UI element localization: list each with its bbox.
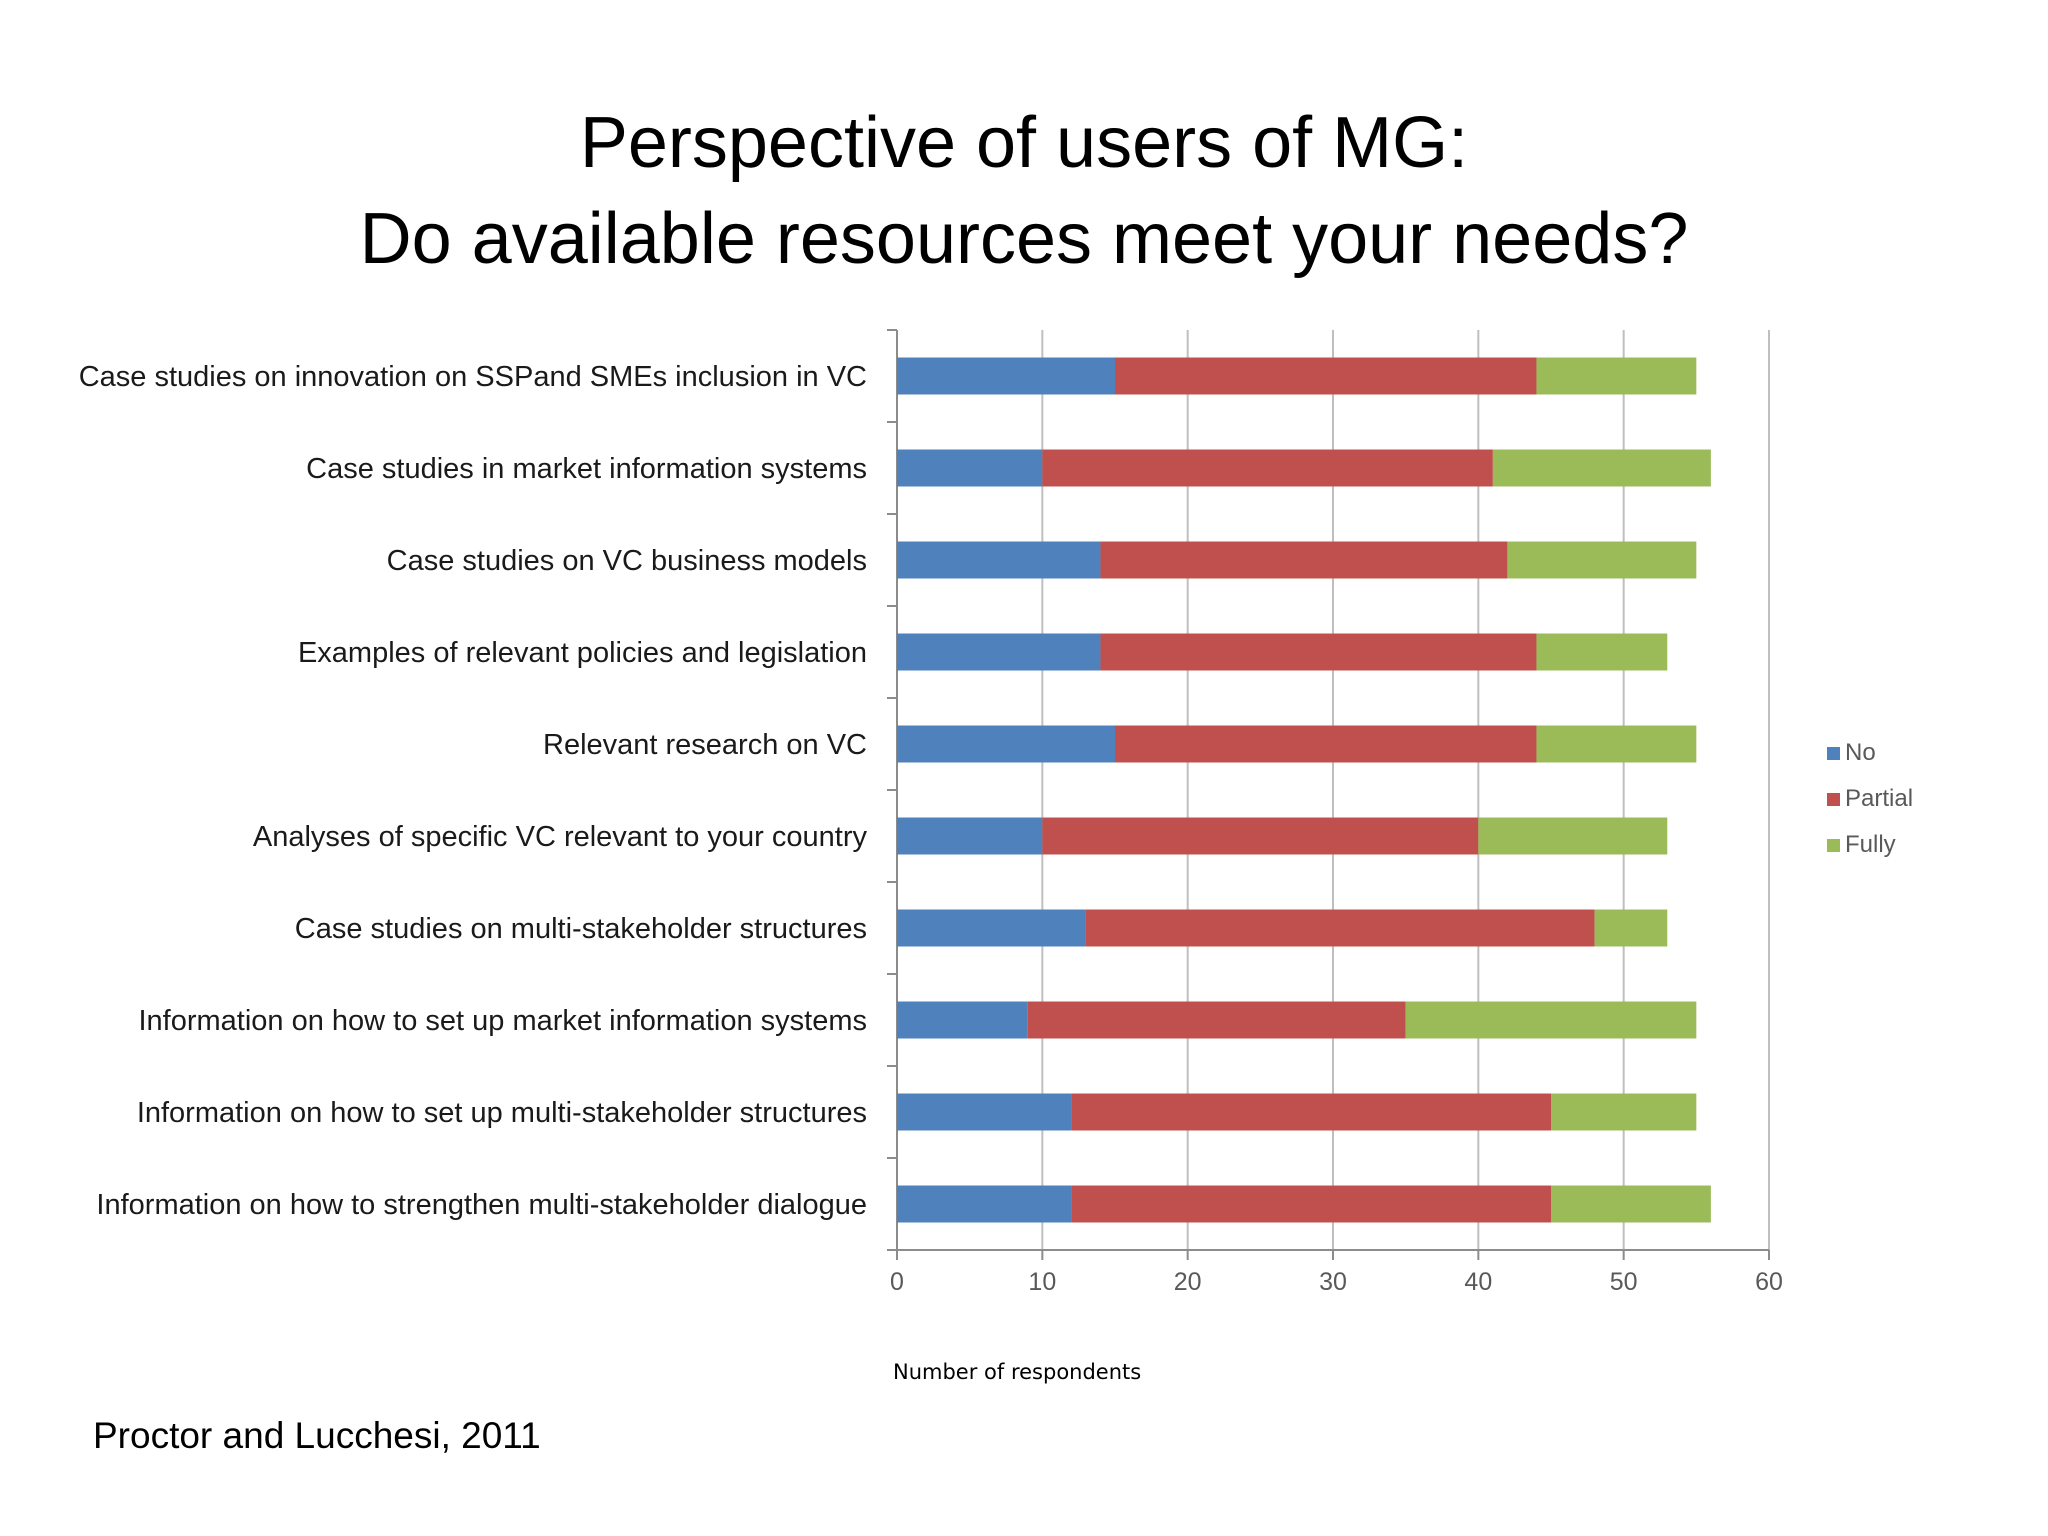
- bar-segment-fully: [1551, 1093, 1697, 1131]
- bar-segment-fully: [1594, 909, 1668, 947]
- x-tick-label: 20: [1174, 1268, 1202, 1296]
- slide-title-line-1: Perspective of users of MG:: [579, 103, 1469, 183]
- bar-segment-partial: [1071, 1093, 1551, 1131]
- bar-segment-partial: [1071, 1185, 1551, 1223]
- x-tick-label: 0: [890, 1268, 904, 1296]
- category-label: Analyses of specific VC relevant to your…: [253, 821, 868, 853]
- bar-segment-partial: [1085, 909, 1595, 947]
- bar-segment-partial: [1115, 357, 1537, 395]
- bar-segment-fully: [1492, 449, 1711, 487]
- legend-swatch-no: [1827, 747, 1840, 760]
- x-tick-label: 10: [1028, 1268, 1056, 1296]
- bar-segment-fully: [1536, 633, 1668, 671]
- bar-segment-partial: [1042, 449, 1493, 487]
- legend-swatch-fully: [1827, 839, 1840, 852]
- bar-segment-partial: [1100, 633, 1537, 671]
- bar-segment-no: [897, 449, 1043, 487]
- bar-segment-fully: [1478, 817, 1668, 855]
- bar-segment-no: [897, 1001, 1028, 1039]
- x-tick-label: 30: [1319, 1268, 1347, 1296]
- bar-segment-fully: [1536, 725, 1697, 763]
- stacked-bar-chart: 0 10 20 30 40 50 60 Case studies on innovation …: [79, 329, 1913, 1296]
- category-label: Case studies on multi-stakeholder struct…: [295, 913, 867, 945]
- bar-segment-partial: [1115, 725, 1537, 763]
- source-citation: Proctor and Lucchesi, 2011: [93, 1415, 541, 1456]
- bar-segment-fully: [1551, 1185, 1711, 1223]
- bar-segment-no: [897, 1093, 1072, 1131]
- legend-label: Partial: [1845, 785, 1913, 812]
- category-label: Examples of relevant policies and legisl…: [298, 637, 867, 669]
- legend-label: No: [1845, 739, 1876, 766]
- category-label: Relevant research on VC: [543, 729, 867, 761]
- x-axis-label: Number of respondents: [893, 1360, 1142, 1384]
- bar-segment-no: [897, 1185, 1072, 1223]
- bar-segment-fully: [1405, 1001, 1697, 1039]
- bar-segment-fully: [1507, 541, 1697, 579]
- bar-segment-no: [897, 633, 1101, 671]
- bar-segment-partial: [1100, 541, 1508, 579]
- category-label: Case studies on innovation on SSPand SME…: [79, 361, 867, 393]
- legend-swatch-partial: [1827, 793, 1840, 806]
- slide-title-line-2: Do available resources meet your needs?: [359, 199, 1689, 279]
- slide-title: Perspective of users of MG: Do available…: [0, 95, 2048, 287]
- bar-segment-no: [897, 817, 1043, 855]
- x-tick-label: 40: [1464, 1268, 1492, 1296]
- bar-segment-no: [897, 541, 1101, 579]
- legend-label: Fully: [1845, 831, 1896, 858]
- category-label: Information on how to strengthen multi-s…: [96, 1189, 867, 1221]
- x-tick-label: 60: [1755, 1268, 1783, 1296]
- bar-segment-no: [897, 725, 1115, 763]
- x-tick-label: 50: [1610, 1268, 1638, 1296]
- category-label: Information on how to set up market info…: [138, 1005, 867, 1037]
- bar-segment-no: [897, 357, 1115, 395]
- category-label: Case studies in market information syste…: [306, 453, 867, 485]
- bar-segment-partial: [1042, 817, 1479, 855]
- category-label: Information on how to set up multi-stake…: [137, 1097, 867, 1129]
- bar-segment-partial: [1027, 1001, 1406, 1039]
- category-label: Case studies on VC business models: [387, 545, 867, 577]
- bar-segment-no: [897, 909, 1086, 947]
- bar-segment-fully: [1536, 357, 1697, 395]
